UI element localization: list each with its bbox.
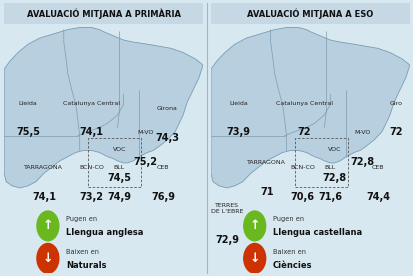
Text: TERRES
DE L'EBRE: TERRES DE L'EBRE [210, 203, 242, 214]
Text: 74,3: 74,3 [155, 132, 179, 143]
Polygon shape [211, 28, 409, 188]
Text: Catalunya Central: Catalunya Central [63, 100, 120, 105]
Circle shape [37, 243, 59, 273]
Text: 75,5: 75,5 [16, 127, 40, 137]
Text: BCN-CO: BCN-CO [79, 165, 104, 171]
Text: Lleida: Lleida [19, 100, 37, 105]
Text: Naturals: Naturals [66, 261, 106, 270]
Text: 72,9: 72,9 [214, 235, 238, 245]
Circle shape [243, 211, 265, 241]
Circle shape [243, 243, 265, 273]
Text: 74,1: 74,1 [32, 192, 56, 202]
Text: 75,2: 75,2 [133, 157, 157, 167]
Text: 74,9: 74,9 [107, 192, 131, 202]
Text: 71: 71 [259, 187, 273, 197]
Text: 70,6: 70,6 [290, 192, 314, 202]
FancyBboxPatch shape [211, 3, 409, 24]
Text: 73,2: 73,2 [79, 192, 103, 202]
Text: M-VO: M-VO [353, 130, 369, 135]
Text: 73,9: 73,9 [226, 127, 250, 137]
Text: Llengua castellana: Llengua castellana [272, 228, 361, 237]
Text: Girona: Girona [157, 106, 177, 111]
Text: 74,4: 74,4 [365, 192, 389, 202]
Text: 76,9: 76,9 [151, 192, 175, 202]
Text: Baixen en: Baixen en [66, 249, 99, 254]
Bar [88, 138, 141, 187]
Text: TARRAGONA: TARRAGONA [247, 160, 285, 165]
Text: BCN-CO: BCN-CO [290, 165, 314, 171]
Text: 71,6: 71,6 [318, 192, 342, 202]
Text: Pugen en: Pugen en [66, 216, 97, 222]
Text: M-VO: M-VO [137, 130, 153, 135]
Text: CEB: CEB [371, 165, 383, 171]
Text: Baixen en: Baixen en [272, 249, 305, 254]
Text: Catalunya Central: Catalunya Central [275, 100, 332, 105]
Text: ↓: ↓ [249, 252, 259, 265]
Circle shape [37, 211, 59, 241]
Text: Lleida: Lleida [229, 100, 248, 105]
Text: ↑: ↑ [249, 219, 259, 232]
Text: Ciències: Ciències [272, 261, 311, 270]
Text: 74,5: 74,5 [107, 173, 131, 183]
Text: 74,1: 74,1 [79, 127, 103, 137]
Text: Giro: Giro [389, 100, 401, 105]
Text: CEB: CEB [157, 165, 169, 171]
Text: 72: 72 [388, 127, 402, 137]
Text: BLL: BLL [324, 165, 335, 171]
Text: ↑: ↑ [43, 219, 53, 232]
Text: BLL: BLL [114, 165, 125, 171]
Polygon shape [4, 28, 202, 188]
Text: 72: 72 [297, 127, 311, 137]
Text: AVALUACIÓ MITJANA A PRIMÀRIA: AVALUACIÓ MITJANA A PRIMÀRIA [26, 8, 180, 19]
Text: 72,8: 72,8 [349, 157, 373, 167]
Text: AVALUACIÓ MITJANA A ESO: AVALUACIÓ MITJANA A ESO [247, 8, 373, 19]
Text: TARRAGONA: TARRAGONA [24, 165, 63, 171]
Text: Pugen en: Pugen en [272, 216, 303, 222]
FancyBboxPatch shape [4, 3, 202, 24]
Text: VOC: VOC [112, 147, 126, 152]
Text: ↓: ↓ [43, 252, 53, 265]
Text: 72,8: 72,8 [321, 173, 346, 183]
Text: VOC: VOC [327, 147, 340, 152]
Bar [294, 138, 347, 187]
Text: Llengua anglesa: Llengua anglesa [66, 228, 143, 237]
